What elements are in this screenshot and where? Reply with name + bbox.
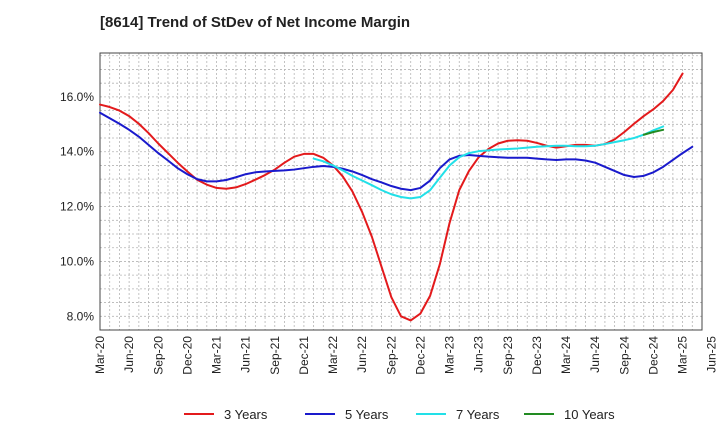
x-tick-label: Dec-24 bbox=[646, 336, 660, 375]
y-tick-label: 16.0% bbox=[60, 90, 94, 104]
x-tick-label: Jun-24 bbox=[588, 336, 602, 373]
x-tick-label: Jun-22 bbox=[355, 336, 369, 373]
series-line-10-years bbox=[642, 128, 665, 136]
legend-label-5-years: 5 Years bbox=[345, 407, 389, 422]
plot-area bbox=[100, 53, 702, 330]
x-tick-label: Sep-24 bbox=[617, 336, 631, 375]
x-tick-label: Sep-23 bbox=[501, 336, 515, 375]
x-tick-label: Dec-20 bbox=[180, 336, 194, 375]
x-tick-label: Dec-21 bbox=[297, 336, 311, 375]
x-tick-label: Jun-21 bbox=[239, 336, 253, 373]
x-tick-label: Dec-22 bbox=[413, 336, 427, 375]
x-tick-label: Dec-23 bbox=[530, 336, 544, 375]
axis-labels: 8.0% 10.0% 12.0% 14.0% 16.0% Mar-20 Jun-20 Sep-… bbox=[60, 90, 719, 375]
series-lines bbox=[99, 72, 694, 322]
x-tick-label: Mar-23 bbox=[443, 336, 457, 374]
x-tick-label: Mar-25 bbox=[676, 336, 690, 374]
x-tick-label: Sep-21 bbox=[268, 336, 282, 375]
legend-label-10-years: 10 Years bbox=[564, 407, 615, 422]
y-tick-label: 12.0% bbox=[60, 200, 94, 214]
x-tick-label: Sep-20 bbox=[151, 336, 165, 375]
y-tick-label: 8.0% bbox=[67, 309, 95, 323]
chart-title: [8614] Trend of StDev of Net Income Marg… bbox=[100, 14, 411, 31]
y-tick-label: 14.0% bbox=[60, 145, 94, 159]
series-line-7-years bbox=[312, 125, 665, 200]
x-tick-label: Mar-24 bbox=[559, 336, 573, 374]
series-line-5-years bbox=[99, 111, 694, 192]
y-tick-label: 10.0% bbox=[60, 254, 94, 268]
legend-label-7-years: 7 Years bbox=[456, 407, 500, 422]
plot-frame bbox=[99, 52, 703, 331]
x-tick-label: Jun-25 bbox=[705, 336, 719, 373]
x-tick-label: Mar-21 bbox=[210, 336, 224, 374]
x-tick-label: Mar-20 bbox=[93, 336, 107, 374]
x-tick-label: Jun-23 bbox=[472, 336, 486, 373]
x-tick-label: Sep-22 bbox=[384, 336, 398, 375]
x-tick-label: Jun-20 bbox=[122, 336, 136, 373]
legend-label-3-years: 3 Years bbox=[224, 407, 268, 422]
legend: 3 Years 5 Years 7 Years 10 Years bbox=[184, 407, 615, 422]
x-tick-label: Mar-22 bbox=[326, 336, 340, 374]
